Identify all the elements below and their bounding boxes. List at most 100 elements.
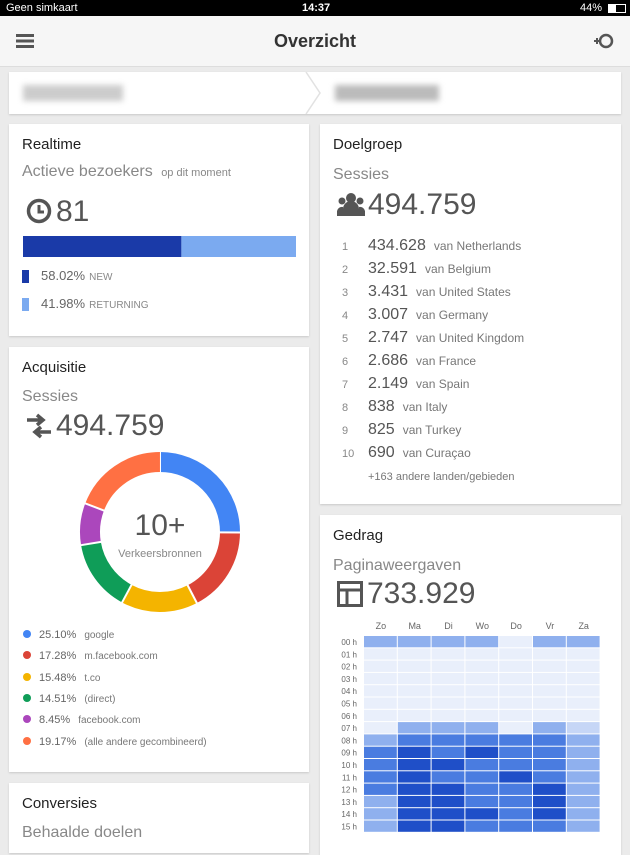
heat-cell [398,747,431,758]
heat-cell [499,685,532,696]
heat-cell [533,821,566,832]
legend-dot [23,630,31,638]
sessions-value: 838 [368,398,395,415]
heat-cell [398,636,431,647]
heat-cell [499,722,532,733]
date-start [23,85,123,101]
heat-cell [432,698,465,709]
heat-cell [364,722,397,733]
realtime-card[interactable]: Realtime Actieve bezoekers op dit moment… [9,124,309,336]
hour-label: 12 h [341,786,357,795]
heat-cell [499,759,532,770]
legend-swatch [22,298,29,311]
heat-cell [567,759,600,770]
sessions-value: 3.007 [368,306,408,323]
date-end [335,85,439,101]
heat-cell [398,698,431,709]
conversions-card[interactable]: Conversies Behaalde doelen [9,783,309,853]
heat-cell [364,648,397,659]
heat-cell [432,722,465,733]
country-label: van France [416,354,476,368]
heat-cell [465,698,498,709]
heat-cell [465,734,498,745]
heat-cell [465,747,498,758]
date-separator [304,72,324,114]
source-name: t.co [84,673,100,684]
pageviews-total: 733.929 [367,577,475,611]
metric-name: Behaalde doelen [22,824,142,842]
heat-cell [533,710,566,721]
metric-name: Actieve bezoekers [22,163,153,180]
hour-label: 05 h [341,700,357,709]
source-name: facebook.com [78,715,140,726]
heat-cell [364,734,397,745]
hour-label: 04 h [341,687,357,696]
heat-cell [533,722,566,733]
heat-cell [364,784,397,795]
heat-cell [533,648,566,659]
sessions-total: 494.759 [368,188,476,222]
day-label: Vr [546,621,555,631]
day-label: Wo [476,621,489,631]
metric-note: op dit moment [161,167,231,179]
hour-label: 13 h [341,798,357,807]
rank: 3 [342,287,368,299]
rank: 4 [342,310,368,322]
heat-cell [432,747,465,758]
day-label: Ma [408,621,421,631]
heat-cell [465,808,498,819]
legend-dot [23,737,31,745]
heat-cell [533,685,566,696]
heat-cell [465,796,498,807]
metric-name: Sessies [22,388,78,406]
heat-cell [533,636,566,647]
people-icon [337,192,365,216]
acquisition-card[interactable]: Acquisitie Sessies 494.759 10+ Verkeersb… [9,347,309,772]
heat-cell [567,685,600,696]
hour-label: 11 h [342,773,357,782]
donut-center-value: 10+ [135,509,186,542]
heat-cell [398,648,431,659]
rank: 9 [342,425,368,437]
heat-cell [567,821,600,832]
heat-cell [432,648,465,659]
refresh-button[interactable] [593,32,615,50]
bar-segment [181,236,296,257]
legend-item: 25.10%google [23,629,114,641]
heat-cell [567,796,600,807]
heat-cell [567,698,600,709]
donut-segment [95,462,160,507]
legend-item: 15.48%t.co [23,672,100,684]
heat-cell [398,771,431,782]
day-label: Do [510,621,522,631]
date-range-bar[interactable] [9,72,621,114]
heat-cell [499,648,532,659]
heat-cell [364,821,397,832]
heat-cell [432,710,465,721]
heat-cell [465,759,498,770]
heat-cell [432,796,465,807]
country-label: van Italy [403,400,448,414]
donut-segment [192,532,230,594]
heat-cell [364,710,397,721]
heat-cell [499,710,532,721]
rank: 1 [342,241,368,253]
share-label: 41.98% [41,296,85,311]
share-label: 58.02% [41,268,85,283]
sessions-value: 825 [368,421,395,438]
arrows-icon [25,413,53,439]
heat-cell [432,808,465,819]
share-label: 8.45% [39,714,70,726]
heat-cell [533,759,566,770]
sources-donut: 10+ Verkeersbronnen [9,447,309,627]
legend-item: 17.28%m.facebook.com [23,650,158,662]
heat-cell [364,759,397,770]
rank: 5 [342,333,368,345]
